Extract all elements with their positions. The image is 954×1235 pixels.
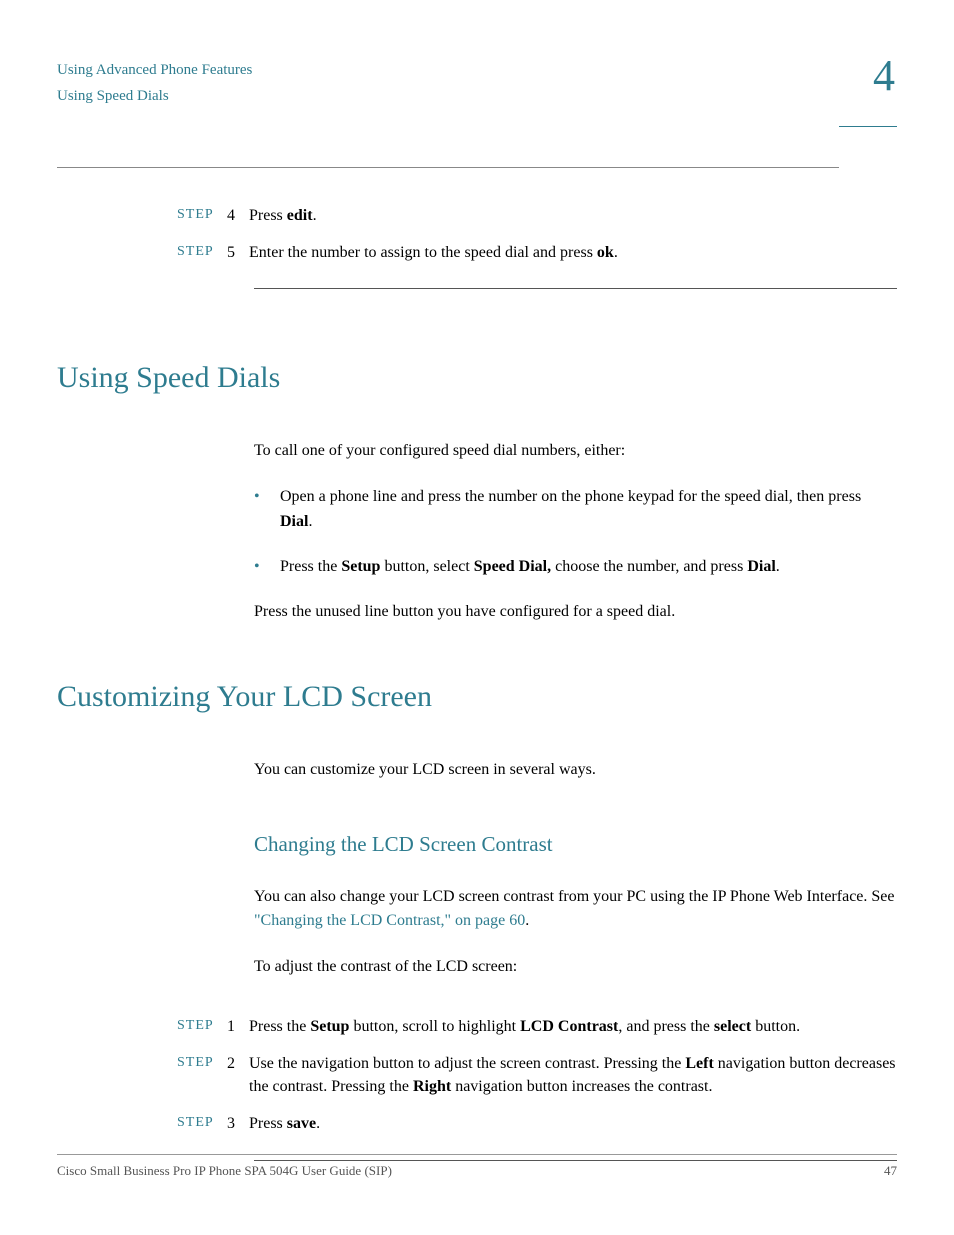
bullet-item: •Press the Setup button, select Speed Di…: [254, 555, 897, 580]
breadcrumb-section: Using Speed Dials: [57, 84, 252, 110]
section2-intro: You can customize your LCD screen in sev…: [254, 758, 897, 782]
bullet-text: Press the Setup button, select Speed Dia…: [280, 555, 897, 580]
step-text: Use the navigation button to adjust the …: [249, 1052, 897, 1098]
step-label: STEP: [177, 204, 227, 227]
footer-page-number: 47: [884, 1163, 897, 1179]
step-row: STEP4Press edit.: [177, 204, 897, 227]
step-row: STEP5Enter the number to assign to the s…: [177, 241, 897, 264]
section1-outro: Press the unused line button you have co…: [254, 600, 897, 624]
step-label: STEP: [177, 1112, 227, 1135]
step-label: STEP: [177, 241, 227, 264]
chapter-number: 4: [839, 54, 897, 127]
contrast-step-list: STEP1Press the Setup button, scroll to h…: [177, 1015, 897, 1136]
cross-reference-link[interactable]: "Changing the LCD Contrast," on page 60: [254, 912, 525, 929]
section1-bullet-list: •Open a phone line and press the number …: [254, 485, 897, 579]
step-number: 2: [227, 1052, 249, 1098]
contrast-para2: To adjust the contrast of the LCD screen…: [254, 955, 897, 979]
step-number: 5: [227, 241, 249, 264]
breadcrumb: Using Advanced Phone Features Using Spee…: [57, 58, 252, 109]
section-heading-speed-dials: Using Speed Dials: [57, 361, 897, 395]
section1-intro: To call one of your configured speed dia…: [254, 439, 897, 463]
step-row: STEP1Press the Setup button, scroll to h…: [177, 1015, 897, 1038]
step-text: Enter the number to assign to the speed …: [249, 241, 897, 264]
bullet-icon: •: [254, 485, 280, 535]
step-text: Press the Setup button, scroll to highli…: [249, 1015, 897, 1038]
section-heading-lcd: Customizing Your LCD Screen: [57, 680, 897, 714]
step-text: Press edit.: [249, 204, 897, 227]
page: Using Advanced Phone Features Using Spee…: [0, 0, 954, 1235]
top-step-list: STEP4Press edit.STEP5Enter the number to…: [177, 204, 897, 264]
step-text: Press save.: [249, 1112, 897, 1135]
bullet-icon: •: [254, 555, 280, 580]
subsection-heading-contrast: Changing the LCD Screen Contrast: [254, 832, 897, 857]
section-rule: [254, 288, 897, 289]
contrast-para1: You can also change your LCD screen cont…: [254, 885, 897, 933]
step-label: STEP: [177, 1015, 227, 1038]
bullet-text: Open a phone line and press the number o…: [280, 485, 897, 535]
bullet-item: •Open a phone line and press the number …: [254, 485, 897, 535]
step-number: 3: [227, 1112, 249, 1135]
step-number: 1: [227, 1015, 249, 1038]
breadcrumb-chapter: Using Advanced Phone Features: [57, 58, 252, 84]
step-row: STEP2Use the navigation button to adjust…: [177, 1052, 897, 1098]
step-label: STEP: [177, 1052, 227, 1098]
step-number: 4: [227, 204, 249, 227]
footer-doc-title: Cisco Small Business Pro IP Phone SPA 50…: [57, 1163, 392, 1179]
step-row: STEP3Press save.: [177, 1112, 897, 1135]
page-header: Using Advanced Phone Features Using Spee…: [57, 58, 897, 127]
page-footer: Cisco Small Business Pro IP Phone SPA 50…: [57, 1154, 897, 1179]
header-rule: [57, 167, 839, 168]
